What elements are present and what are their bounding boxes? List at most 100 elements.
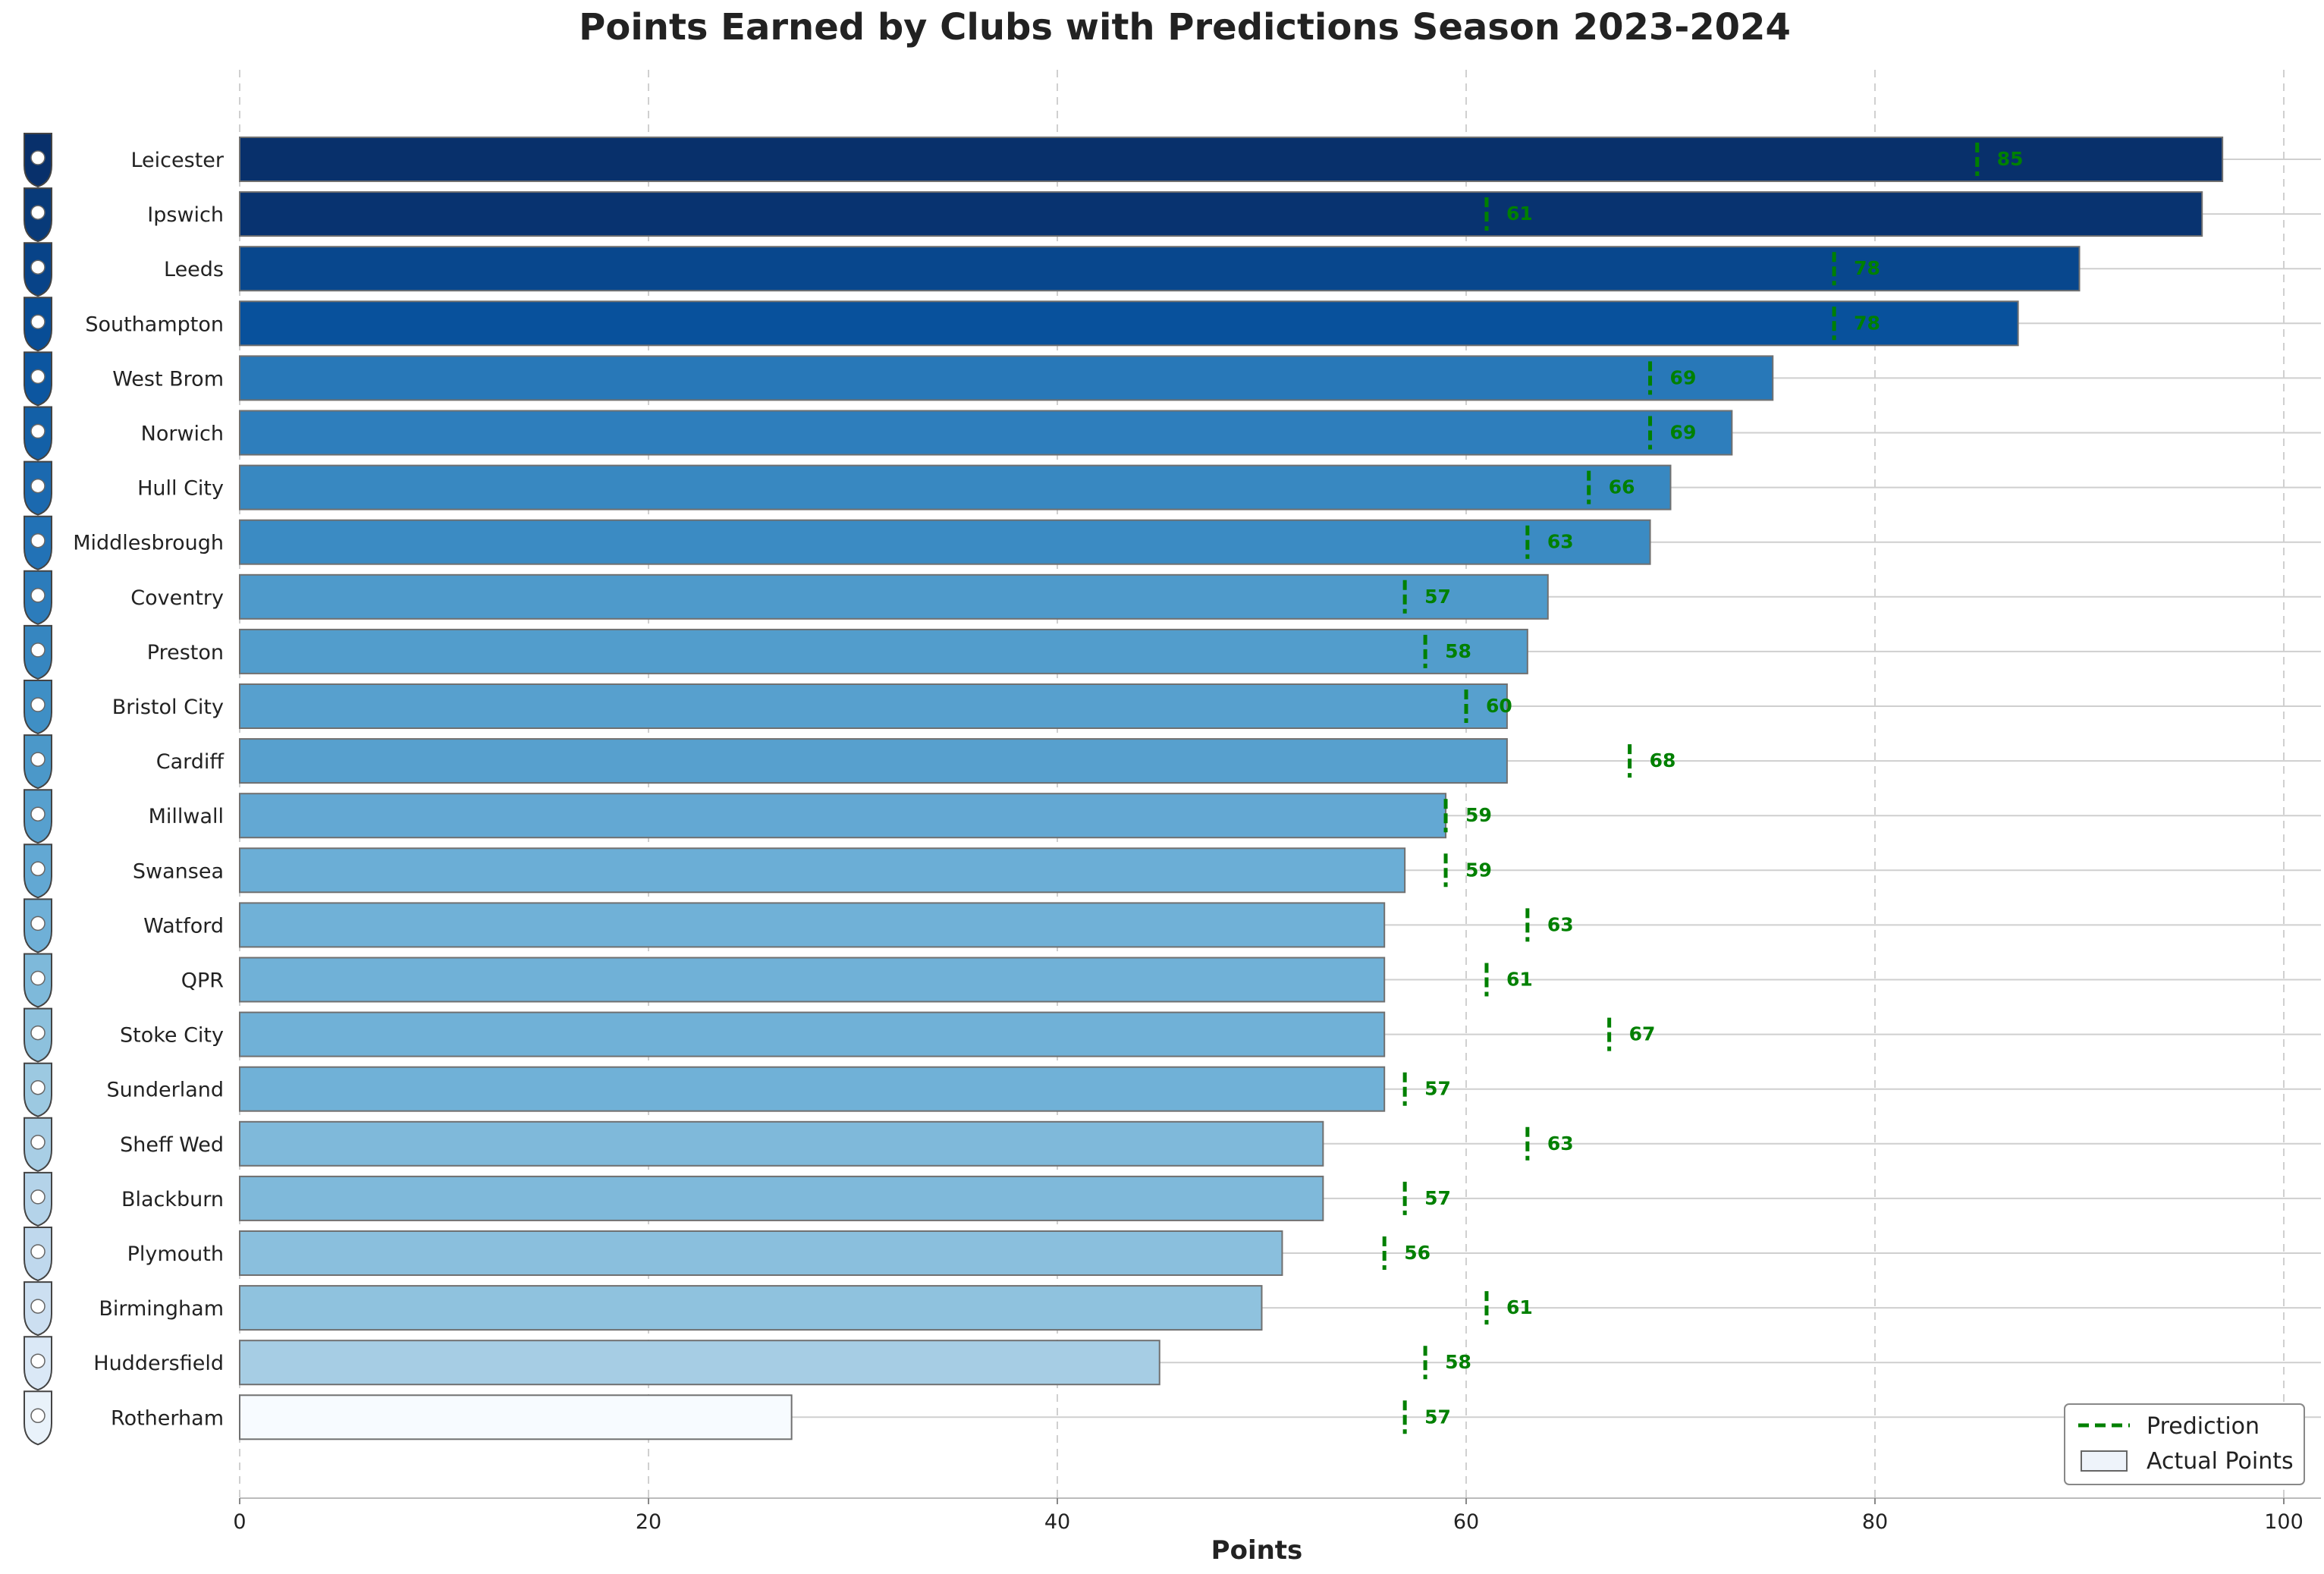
plymouth-badge-icon <box>24 1227 52 1282</box>
team-label: Bristol City <box>112 696 224 719</box>
x-axis-label: Points <box>1211 1535 1303 1566</box>
preston-badge-icon <box>24 624 52 680</box>
qpr-badge-icon <box>24 953 52 1008</box>
team-label: Norwich <box>141 423 224 446</box>
team-label: Leeds <box>164 258 224 281</box>
millwall-badge-icon <box>24 789 52 844</box>
team-label: Millwall <box>149 805 224 828</box>
huddersfield-badge-icon <box>24 1336 52 1391</box>
bar-watford <box>239 902 1386 948</box>
team-label: Huddersfield <box>93 1352 224 1375</box>
bars <box>239 137 2224 1440</box>
prediction-label: 61 <box>1506 203 1533 225</box>
prediction-label: 61 <box>1506 969 1533 991</box>
bar-preston <box>239 628 1528 674</box>
prediction-label: 57 <box>1424 1406 1451 1428</box>
bar-blackburn <box>239 1175 1324 1221</box>
team-label: Ipswich <box>147 203 224 227</box>
chart-title: Points Earned by Clubs with Predictions … <box>579 6 1791 49</box>
rotherham-badge-icon <box>24 1390 52 1446</box>
prediction-label: 59 <box>1465 804 1492 826</box>
team-label: Birmingham <box>99 1297 224 1321</box>
watford-badge-icon <box>24 898 52 954</box>
bar-hull-city <box>239 464 1672 511</box>
stoke-city-badge-icon <box>24 1007 52 1063</box>
team-label: Preston <box>147 641 224 664</box>
team-label: Rotherham <box>111 1406 224 1430</box>
bar-millwall <box>239 793 1447 839</box>
prediction-label: 57 <box>1424 1078 1451 1100</box>
team-label: Leicester <box>130 149 224 172</box>
team-label: Sheff Wed <box>120 1133 224 1157</box>
team-label: Blackburn <box>121 1188 224 1211</box>
prediction-label: 67 <box>1629 1023 1656 1045</box>
cardiff-badge-icon <box>24 734 52 790</box>
team-label: Watford <box>143 914 224 938</box>
bar-rotherham <box>239 1394 793 1440</box>
ipswich-badge-icon <box>24 187 52 243</box>
prediction-label: 63 <box>1547 531 1574 553</box>
x-tick-label: 0 <box>233 1510 246 1534</box>
sunderland-badge-icon <box>24 1062 52 1117</box>
x-tick-label: 80 <box>1862 1510 1888 1534</box>
bar-plymouth <box>239 1230 1283 1276</box>
prediction-label: 63 <box>1547 1133 1574 1155</box>
bar-huddersfield <box>239 1340 1160 1386</box>
bar-birmingham <box>239 1285 1263 1331</box>
leicester-badge-icon <box>24 133 52 188</box>
legend-actual-swatch <box>2081 1450 2128 1472</box>
x-tick-label: 60 <box>1453 1510 1479 1534</box>
prediction-label: 68 <box>1650 749 1676 771</box>
bar-bristol-city <box>239 683 1508 729</box>
prediction-label: 58 <box>1445 1351 1471 1373</box>
bristol-city-badge-icon <box>24 680 52 735</box>
coventry-badge-icon <box>24 570 52 625</box>
hull-city-badge-icon <box>24 460 52 516</box>
bar-middlesbrough <box>239 519 1651 565</box>
team-label: West Brom <box>112 367 224 391</box>
team-label: Stoke City <box>120 1024 224 1048</box>
prediction-label: 69 <box>1670 422 1697 444</box>
team-label: QPR <box>181 969 224 993</box>
sheff-wed-badge-icon <box>24 1117 52 1172</box>
prediction-label: 78 <box>1854 257 1880 279</box>
bar-sunderland <box>239 1066 1386 1112</box>
x-tick-label: 100 <box>2264 1510 2304 1534</box>
team-label: Southampton <box>85 313 224 336</box>
southampton-badge-icon <box>24 297 52 352</box>
team-label: Cardiff <box>156 750 225 774</box>
team-label: Hull City <box>137 477 224 501</box>
legend-prediction-label: Prediction <box>2147 1413 2260 1440</box>
bar-swansea <box>239 847 1406 894</box>
bar-southampton <box>239 300 2019 347</box>
bar-stoke-city <box>239 1011 1386 1057</box>
prediction-label: 57 <box>1424 1187 1451 1209</box>
birmingham-badge-icon <box>24 1281 52 1337</box>
prediction-markers: 85 61 78 78 69 69 66 63 57 58 60 68 59 59 63 61 67 57 63 57… <box>1382 143 2024 1434</box>
prediction-label: 57 <box>1424 586 1451 608</box>
team-label: Coventry <box>130 586 224 610</box>
bar-cardiff <box>239 738 1508 784</box>
bar-coventry <box>239 573 1549 620</box>
prediction-label: 63 <box>1547 913 1574 935</box>
prediction-label: 59 <box>1465 859 1492 881</box>
team-badges <box>24 133 52 1446</box>
x-tick-label: 40 <box>1044 1510 1070 1534</box>
prediction-label: 58 <box>1445 640 1471 662</box>
bar-leeds <box>239 246 2081 292</box>
swansea-badge-icon <box>24 844 52 899</box>
prediction-label: 78 <box>1854 312 1880 334</box>
prediction-label: 61 <box>1506 1296 1533 1318</box>
bar-qpr <box>239 957 1386 1003</box>
blackburn-badge-icon <box>24 1171 52 1227</box>
team-label: Sunderland <box>106 1079 224 1102</box>
prediction-label: 85 <box>1997 148 2024 170</box>
row-lines <box>240 159 2321 1418</box>
x-axis: 0 20 40 60 80 100 <box>233 1497 2321 1534</box>
prediction-label: 66 <box>1609 476 1635 498</box>
prediction-label: 69 <box>1670 366 1697 388</box>
norwich-badge-icon <box>24 406 52 461</box>
prediction-label: 60 <box>1486 695 1512 717</box>
legend: Prediction Actual Points <box>2064 1403 2305 1485</box>
